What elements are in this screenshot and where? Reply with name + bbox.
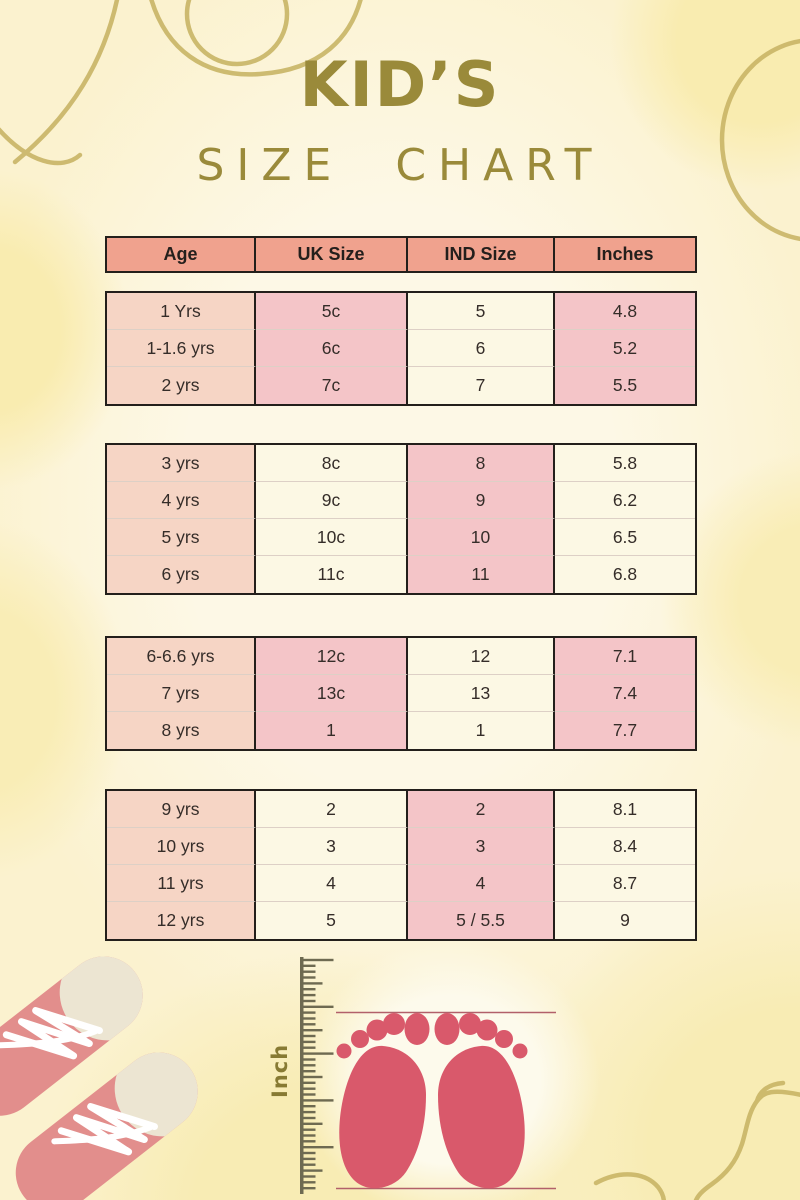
page-title: KID’S: [299, 48, 501, 121]
header-ind-size: IND Size: [408, 238, 555, 271]
table-cell: 12: [408, 638, 555, 675]
table-cell: 6 yrs: [107, 556, 256, 593]
ruler-ticks: [303, 958, 334, 1190]
table-cell: 1-1.6 yrs: [107, 330, 256, 367]
table-cell: 6c: [256, 330, 408, 367]
table-cell: 13: [408, 675, 555, 712]
table-cell: 8.1: [555, 791, 695, 828]
table-cell: 7.7: [555, 712, 695, 749]
table-cell: 11c: [256, 556, 408, 593]
footprints-illustration: [336, 1011, 556, 1190]
table-cell: 3 yrs: [107, 445, 256, 482]
table-cell: 2: [256, 791, 408, 828]
size-table-group-4: 9 yrs 2 2 8.1 10 yrs 3 3 8.4 11 yrs 4 4 8.7 12 yrs 5 5…: [105, 789, 697, 941]
table-cell: 5 / 5.5: [408, 902, 555, 939]
table-cell: 13c: [256, 675, 408, 712]
table-cell: 4: [256, 865, 408, 902]
table-cell: 5: [256, 902, 408, 939]
curve-decor: [12, 0, 120, 165]
baby-shoes-illustration: [0, 930, 250, 1200]
table-header-row: Age UK Size IND Size Inches: [105, 236, 697, 273]
table-cell: 12 yrs: [107, 902, 256, 939]
shoe-outline-decor: [693, 1089, 800, 1200]
corner-curve-decor: [593, 1172, 667, 1200]
header-uk-size: UK Size: [256, 238, 408, 271]
arc-decor: [149, 0, 363, 77]
table-cell: 2 yrs: [107, 367, 256, 404]
table-cell: 8c: [256, 445, 408, 482]
table-cell: 8 yrs: [107, 712, 256, 749]
ruler-illustration: [300, 957, 334, 1194]
table-cell: 3: [408, 828, 555, 865]
table-cell: 6: [408, 330, 555, 367]
table-cell: 4.8: [555, 293, 695, 330]
size-table-group-3: 6-6.6 yrs 12c 12 7.1 7 yrs 13c 13 7.4 8 yrs 1 1 7.7: [105, 636, 697, 751]
header-inches: Inches: [555, 238, 695, 271]
table-cell: 7.4: [555, 675, 695, 712]
table-cell: 10c: [256, 519, 408, 556]
table-cell: 8.4: [555, 828, 695, 865]
table-cell: 9: [555, 902, 695, 939]
header-age: Age: [107, 238, 256, 271]
table-cell: 5 yrs: [107, 519, 256, 556]
ring-decor: [184, 0, 290, 67]
table-cell: 11: [408, 556, 555, 593]
shoe-outline-flick: [754, 1080, 786, 1104]
size-table-group-1: 1 Yrs 5c 5 4.8 1-1.6 yrs 6c 6 5.2 2 yrs 7c 7 5.5: [105, 291, 697, 406]
table-cell: 10 yrs: [107, 828, 256, 865]
hook-decor: [0, 127, 83, 166]
table-cell: 6.8: [555, 556, 695, 593]
page-subtitle: SIZE CHART: [196, 140, 604, 191]
table-cell: 4 yrs: [107, 482, 256, 519]
table-cell: 6.5: [555, 519, 695, 556]
table-cell: 5.2: [555, 330, 695, 367]
table-cell: 7.1: [555, 638, 695, 675]
table-cell: 11 yrs: [107, 865, 256, 902]
left-footprint: [336, 1013, 430, 1189]
table-cell: 1: [408, 712, 555, 749]
table-cell: 1: [256, 712, 408, 749]
table-cell: 8.7: [555, 865, 695, 902]
ruler-spine: [300, 957, 304, 1194]
table-cell: 6-6.6 yrs: [107, 638, 256, 675]
table-cell: 12c: [256, 638, 408, 675]
table-cell: 6.2: [555, 482, 695, 519]
table-cell: 5c: [256, 293, 408, 330]
size-table-group-2: 3 yrs 8c 8 5.8 4 yrs 9c 9 6.2 5 yrs 10c 10 6.5 6 yrs…: [105, 443, 697, 595]
table-cell: 3: [256, 828, 408, 865]
table-cell: 5.8: [555, 445, 695, 482]
table-cell: 9 yrs: [107, 791, 256, 828]
table-cell: 7 yrs: [107, 675, 256, 712]
table-cell: 7c: [256, 367, 408, 404]
table-cell: 9: [408, 482, 555, 519]
table-cell: 9c: [256, 482, 408, 519]
table-cell: 5.5: [555, 367, 695, 404]
table-cell: 5: [408, 293, 555, 330]
table-cell: 2: [408, 791, 555, 828]
table-cell: 8: [408, 445, 555, 482]
table-cell: 4: [408, 865, 555, 902]
table-cell: 7: [408, 367, 555, 404]
table-cell: 1 Yrs: [107, 293, 256, 330]
right-footprint: [434, 1013, 528, 1189]
ruler-inch-label: Inch: [268, 1043, 292, 1099]
oval-decor: [719, 38, 800, 242]
table-cell: 10: [408, 519, 555, 556]
